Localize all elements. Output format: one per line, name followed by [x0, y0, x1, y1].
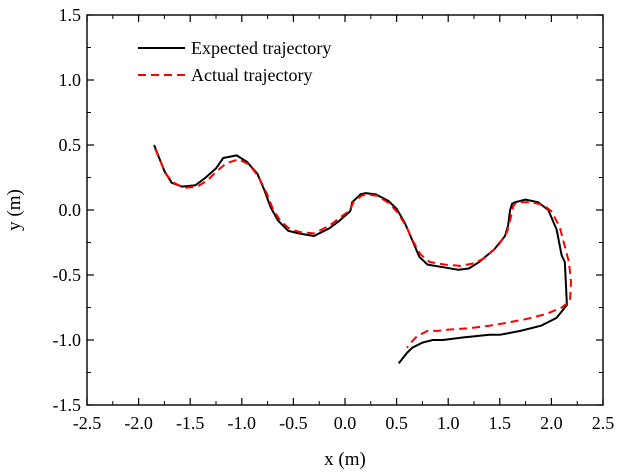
x-axis-label: x (m) — [324, 449, 366, 470]
y-tick-label: 0.5 — [59, 135, 82, 155]
x-tick-label: 0.0 — [334, 413, 357, 433]
axis-ticks: -2.5 -2.0 -1.5 -1.0 -0.5 0.0 0.5 1.0 1.5 2.0 2.5 -1… — [53, 5, 615, 433]
x-tick-label: 1.0 — [437, 413, 460, 433]
series-layer — [153, 144, 572, 365]
x-tick-label: -1.5 — [176, 413, 205, 433]
legend-label-actual: Actual trajectory — [191, 65, 312, 85]
plot-frame — [86, 14, 604, 406]
y-tick-label: 0.0 — [59, 200, 82, 220]
y-tick-label: 1.5 — [59, 5, 82, 25]
x-tick-label: 1.5 — [489, 413, 512, 433]
series-line-actual — [154, 148, 572, 349]
y-tick-label: -1.5 — [53, 395, 82, 415]
legend-label-expected: Expected trajectory — [191, 38, 331, 58]
x-tick-label: -2.5 — [73, 413, 102, 433]
x-tick-label: -1.0 — [228, 413, 257, 433]
y-tick-label: -0.5 — [53, 265, 82, 285]
x-tick-label: -0.5 — [279, 413, 308, 433]
x-tick-label: 0.5 — [385, 413, 408, 433]
x-tick-label: 2.5 — [592, 413, 615, 433]
y-axis-label: y (m) — [4, 189, 25, 231]
y-tick-label: -1.0 — [53, 330, 82, 350]
series-line-expected — [153, 144, 568, 365]
y-tick-label: 1.0 — [59, 70, 82, 90]
legend: Expected trajectory Actual trajectory — [138, 38, 331, 85]
x-tick-label: -2.0 — [124, 413, 153, 433]
x-tick-label: 2.0 — [540, 413, 563, 433]
